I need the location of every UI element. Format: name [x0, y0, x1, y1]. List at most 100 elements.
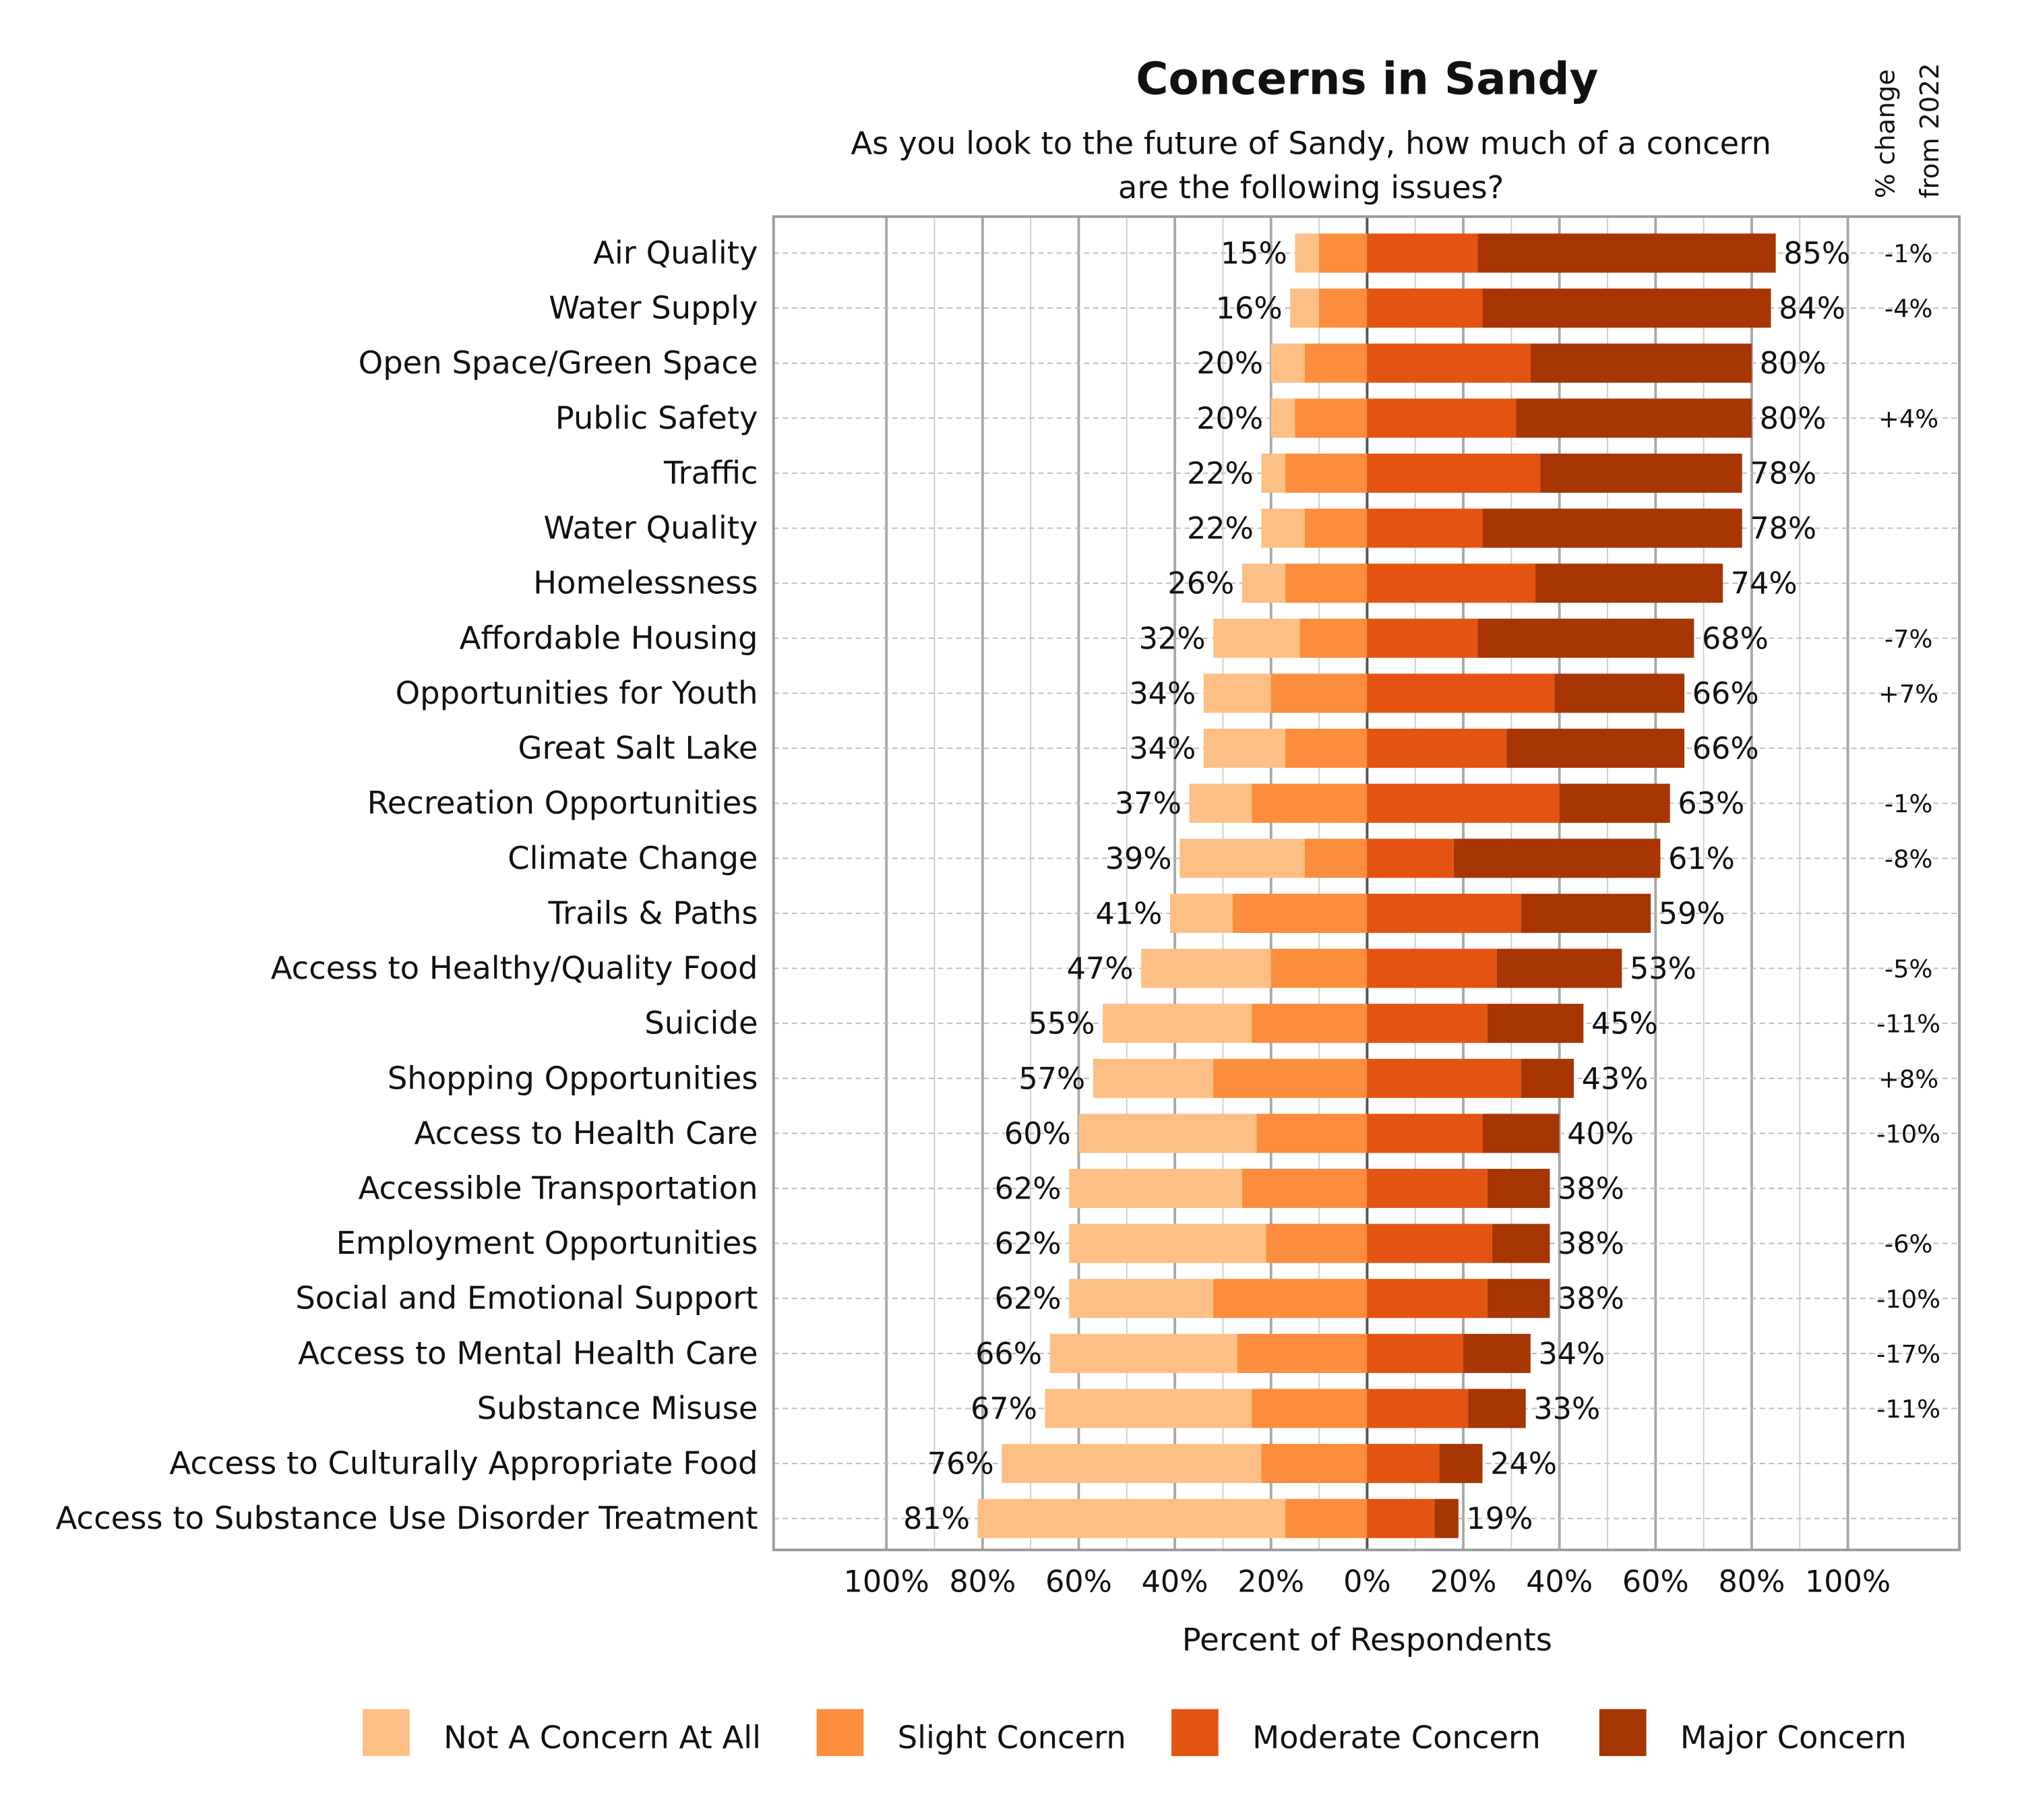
- bar-slight-concern: [1285, 564, 1368, 603]
- bar-not-a-concern: [1069, 1168, 1242, 1209]
- bar-slight-concern: [1232, 893, 1368, 933]
- category-label: Shopping Opportunities: [388, 1060, 758, 1096]
- change-from-2022: -10%: [1876, 1120, 1940, 1149]
- bar-moderate-concern: [1367, 618, 1478, 658]
- bar-moderate-concern: [1367, 508, 1483, 548]
- bar-not-a-concern: [1213, 618, 1300, 658]
- bar-slight-concern: [1304, 839, 1368, 878]
- bar-not-a-concern: [1069, 1223, 1266, 1263]
- left-total-label: 76%: [927, 1447, 994, 1482]
- right-total-label: 63%: [1678, 787, 1744, 821]
- bar-major-concern: [1540, 453, 1742, 493]
- change-from-2022: -10%: [1876, 1285, 1940, 1314]
- category-label: Public Safety: [555, 400, 758, 436]
- bar-moderate-concern: [1367, 1058, 1521, 1098]
- left-total-label: 20%: [1196, 402, 1263, 436]
- x-tick-label: 100%: [844, 1565, 929, 1599]
- x-tick-label: 60%: [1622, 1565, 1689, 1599]
- bar-slight-concern: [1252, 1389, 1368, 1428]
- bar-major-concern: [1463, 1333, 1531, 1373]
- bar-moderate-concern: [1367, 453, 1541, 493]
- bar-moderate-concern: [1367, 1498, 1435, 1538]
- bar-major-concern: [1516, 398, 1752, 438]
- category-label: Access to Healthy/Quality Food: [271, 950, 758, 986]
- category-label: Great Salt Lake: [518, 730, 758, 766]
- bar-slight-concern: [1252, 783, 1368, 823]
- legend-label-moderate: Moderate Concern: [1252, 1720, 1541, 1756]
- right-total-label: 53%: [1630, 952, 1696, 986]
- category-label: Water Supply: [549, 290, 758, 326]
- change-header-line-1: % change: [1870, 69, 1901, 198]
- bar-major-concern: [1559, 783, 1670, 823]
- bar-major-concern: [1506, 729, 1685, 768]
- bar-not-a-concern: [1203, 729, 1286, 768]
- category-label: Accessible Transportation: [359, 1170, 758, 1206]
- bar-not-a-concern: [977, 1498, 1286, 1538]
- category-label: Access to Mental Health Care: [298, 1335, 758, 1371]
- bar-major-concern: [1482, 1114, 1560, 1153]
- bar-slight-concern: [1285, 1498, 1368, 1538]
- right-total-label: 38%: [1558, 1282, 1624, 1316]
- x-axis-label: Percent of Respondents: [1182, 1621, 1552, 1658]
- bar-not-a-concern: [1270, 398, 1295, 438]
- change-from-2022: -1%: [1885, 789, 1933, 818]
- left-total-label: 41%: [1095, 897, 1162, 931]
- left-total-label: 81%: [903, 1502, 970, 1536]
- category-label: Suicide: [644, 1005, 758, 1041]
- left-total-label: 22%: [1187, 456, 1254, 491]
- bar-major-concern: [1477, 618, 1694, 658]
- change-from-2022: -1%: [1885, 239, 1933, 268]
- category-label: Affordable Housing: [460, 619, 758, 656]
- left-total-label: 39%: [1105, 842, 1172, 876]
- bar-major-concern: [1530, 343, 1752, 383]
- bar-moderate-concern: [1367, 673, 1555, 713]
- bar-moderate-concern: [1367, 783, 1560, 823]
- x-tick-label: 20%: [1237, 1565, 1304, 1599]
- left-total-label: 47%: [1067, 952, 1134, 986]
- category-label: Employment Opportunities: [336, 1225, 758, 1261]
- right-total-label: 43%: [1582, 1062, 1649, 1096]
- right-total-label: 78%: [1750, 512, 1816, 546]
- bar-slight-concern: [1237, 1333, 1368, 1373]
- change-from-2022: -4%: [1885, 295, 1933, 324]
- bar-major-concern: [1468, 1389, 1526, 1428]
- change-from-2022: -11%: [1876, 1010, 1940, 1039]
- right-total-label: 61%: [1668, 842, 1735, 876]
- bar-not-a-concern: [1141, 948, 1271, 988]
- right-total-label: 45%: [1591, 1007, 1658, 1041]
- x-tick-label: 40%: [1142, 1565, 1208, 1599]
- left-total-label: 34%: [1129, 677, 1196, 711]
- x-tick-label: 80%: [949, 1565, 1016, 1599]
- bar-slight-concern: [1270, 673, 1368, 713]
- bar-moderate-concern: [1367, 1168, 1488, 1209]
- category-label: Access to Culturally Appropriate Food: [169, 1445, 758, 1482]
- right-total-label: 38%: [1558, 1172, 1624, 1206]
- change-from-2022: -11%: [1876, 1395, 1940, 1424]
- bar-not-a-concern: [1295, 233, 1320, 273]
- bar-not-a-concern: [1290, 289, 1320, 328]
- bar-not-a-concern: [1103, 1004, 1252, 1043]
- bar-major-concern: [1487, 1168, 1550, 1209]
- bar-not-a-concern: [1093, 1058, 1214, 1098]
- bar-slight-concern: [1285, 729, 1368, 768]
- change-from-2022: -7%: [1885, 624, 1933, 653]
- left-total-label: 16%: [1216, 292, 1283, 326]
- x-tick-label: 20%: [1430, 1565, 1497, 1599]
- bar-moderate-concern: [1367, 1004, 1488, 1043]
- right-total-label: 59%: [1659, 897, 1725, 931]
- bar-slight-concern: [1319, 233, 1368, 273]
- bar-major-concern: [1521, 893, 1651, 933]
- left-total-label: 26%: [1167, 567, 1234, 601]
- chart-title: Concerns in Sandy: [1136, 53, 1598, 104]
- category-label: Substance Misuse: [477, 1390, 758, 1426]
- right-total-label: 85%: [1783, 237, 1850, 271]
- bar-not-a-concern: [1078, 1114, 1257, 1153]
- left-total-label: 20%: [1196, 346, 1263, 381]
- gridlines: [773, 216, 1960, 1550]
- category-label: Traffic: [663, 454, 758, 491]
- bar-major-concern: [1487, 1004, 1584, 1043]
- left-total-label: 60%: [1004, 1117, 1071, 1151]
- change-header-line-2: from 2022: [1915, 63, 1945, 198]
- bar-moderate-concern: [1367, 564, 1536, 603]
- bar-not-a-concern: [1261, 508, 1305, 548]
